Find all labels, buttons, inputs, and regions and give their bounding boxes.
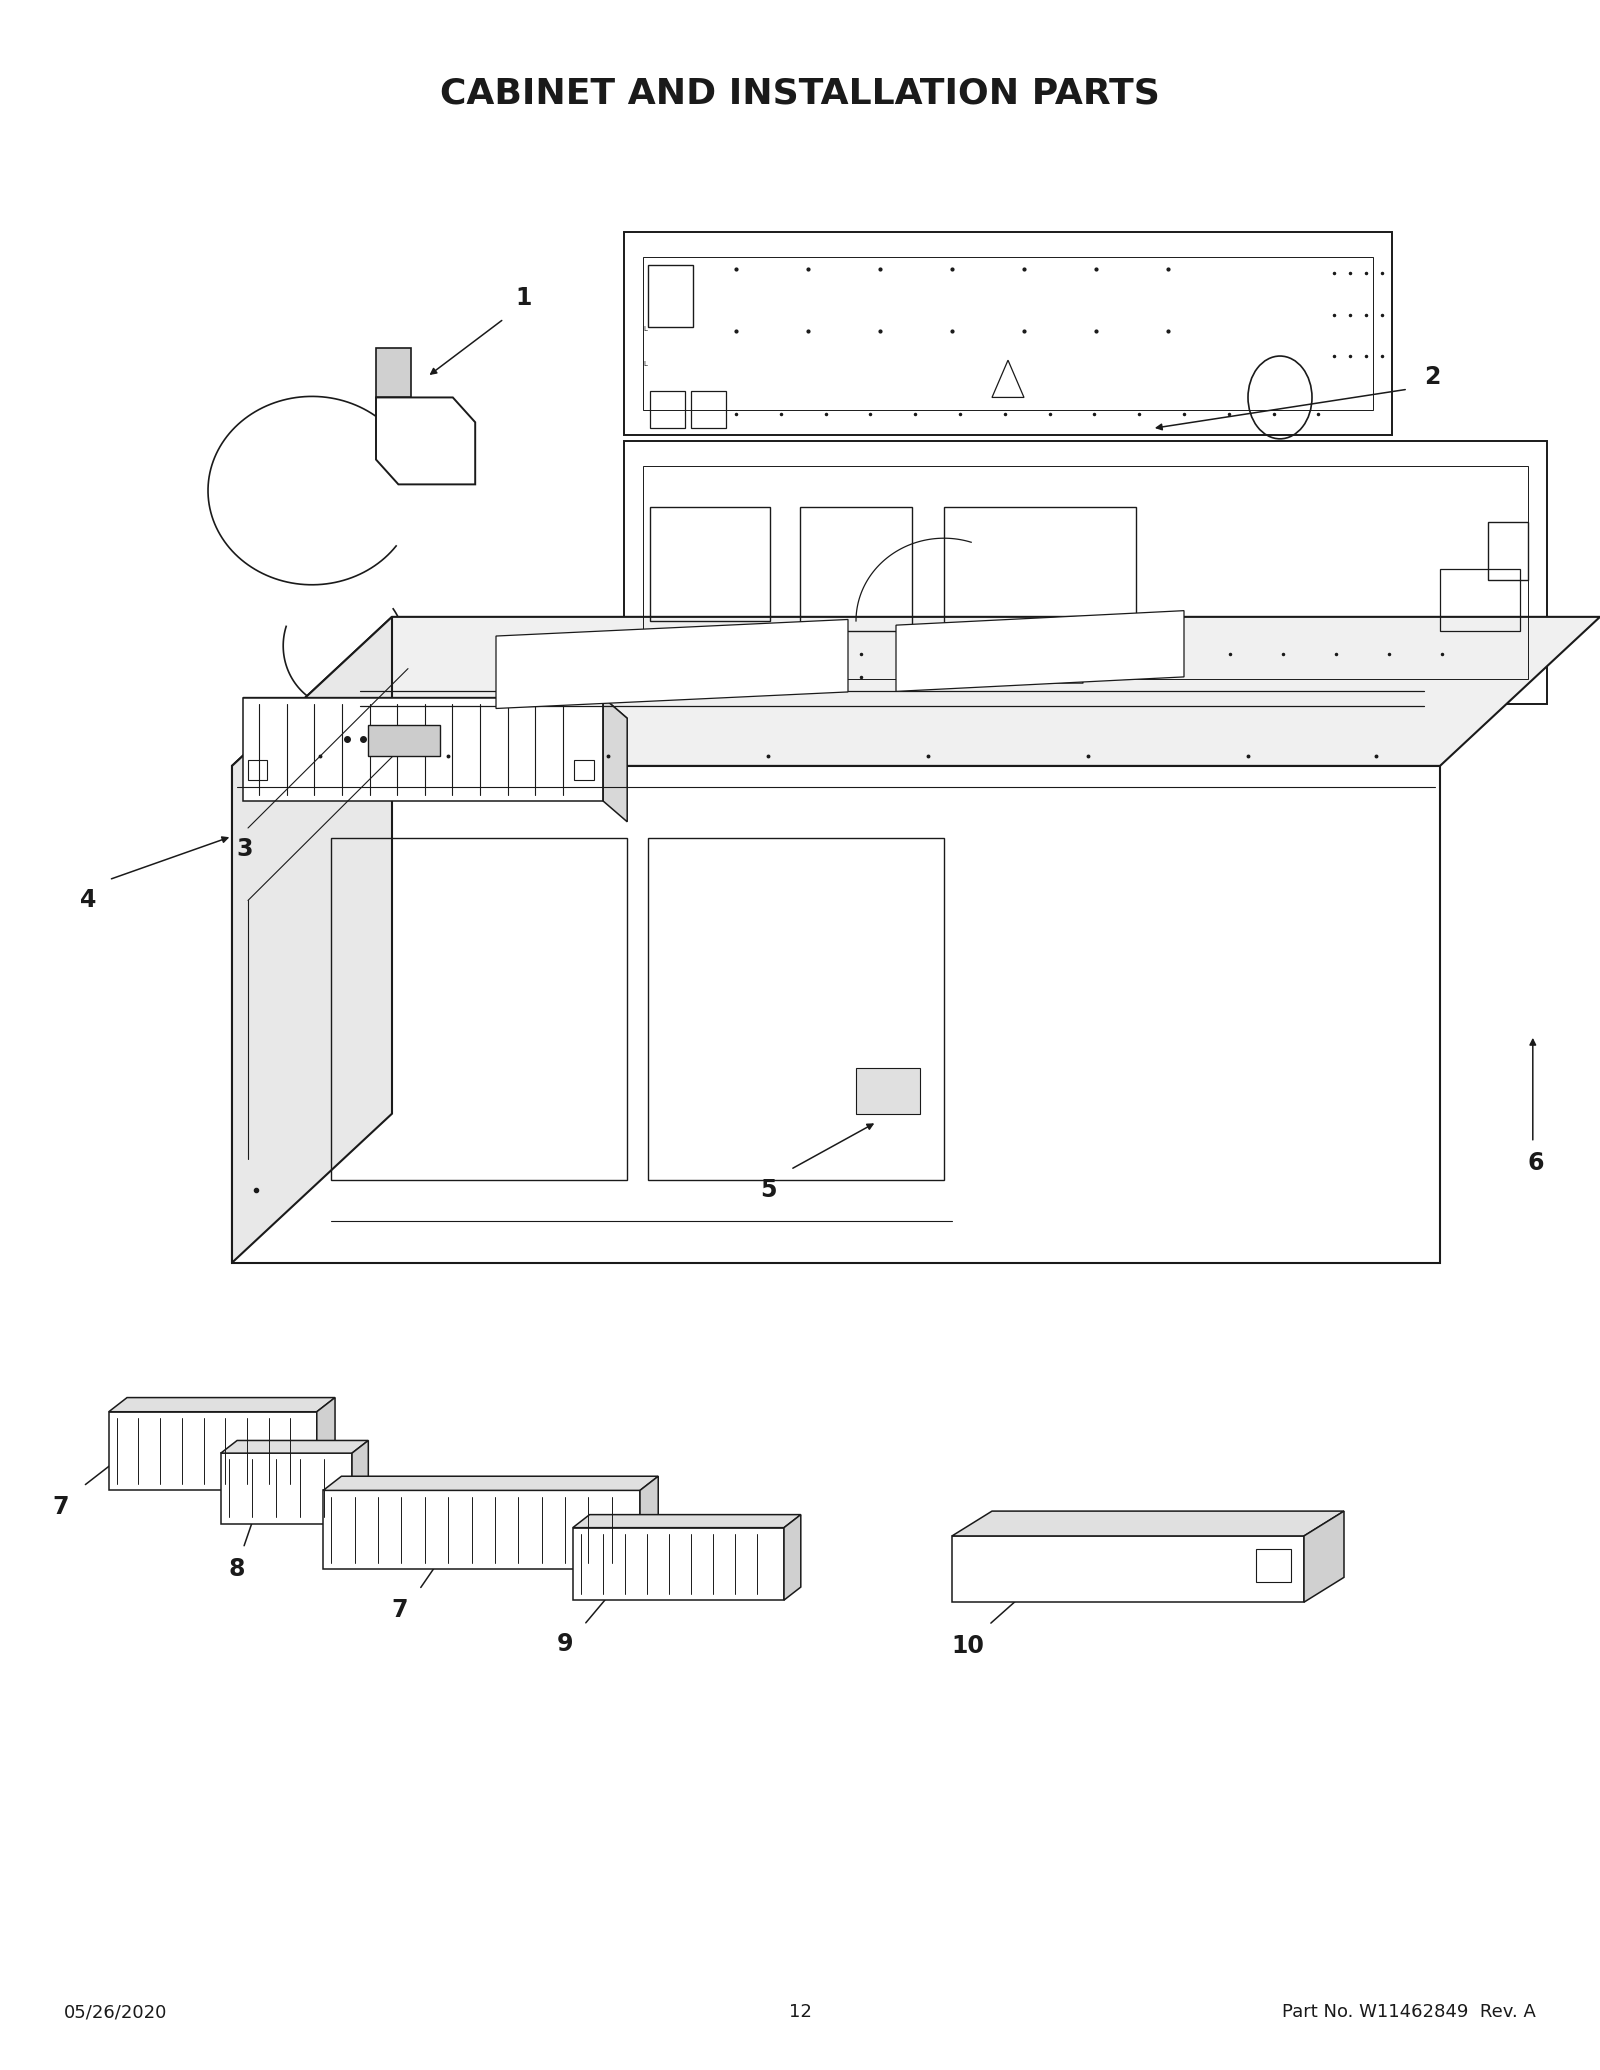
Polygon shape bbox=[243, 698, 603, 801]
Text: L: L bbox=[643, 327, 646, 331]
Polygon shape bbox=[376, 397, 475, 484]
Bar bbox=[800, 507, 912, 631]
Bar bbox=[944, 507, 1136, 631]
Text: 05/26/2020: 05/26/2020 bbox=[64, 2004, 168, 2020]
Text: 3: 3 bbox=[237, 836, 253, 861]
Text: 6: 6 bbox=[1528, 1151, 1544, 1176]
Polygon shape bbox=[640, 1476, 658, 1569]
Bar bbox=[1488, 522, 1528, 580]
Polygon shape bbox=[376, 348, 411, 397]
Polygon shape bbox=[952, 1536, 1304, 1602]
Polygon shape bbox=[323, 1490, 640, 1569]
Polygon shape bbox=[323, 1476, 658, 1490]
Bar bbox=[1256, 1548, 1291, 1581]
Polygon shape bbox=[624, 441, 1547, 704]
Text: 8: 8 bbox=[229, 1557, 245, 1581]
Bar bbox=[650, 507, 770, 621]
Polygon shape bbox=[496, 619, 848, 708]
Text: L: L bbox=[643, 362, 646, 366]
Text: 12: 12 bbox=[789, 2004, 811, 2020]
Polygon shape bbox=[232, 617, 392, 1263]
Text: 9: 9 bbox=[557, 1631, 573, 1656]
Polygon shape bbox=[573, 1528, 784, 1600]
Polygon shape bbox=[109, 1397, 334, 1412]
Polygon shape bbox=[221, 1453, 352, 1524]
Polygon shape bbox=[624, 232, 1392, 435]
Text: 5: 5 bbox=[760, 1178, 776, 1203]
Bar bbox=[574, 760, 594, 780]
Polygon shape bbox=[573, 1515, 800, 1528]
Polygon shape bbox=[232, 766, 1440, 1263]
Polygon shape bbox=[232, 617, 1600, 766]
Text: 2: 2 bbox=[1424, 364, 1440, 389]
Bar bbox=[856, 1068, 920, 1114]
Bar bbox=[691, 391, 726, 428]
Text: 7: 7 bbox=[392, 1598, 408, 1623]
Polygon shape bbox=[952, 1511, 1344, 1536]
Text: Part No. W11462849  Rev. A: Part No. W11462849 Rev. A bbox=[1282, 2004, 1536, 2020]
Text: CABINET AND INSTALLATION PARTS: CABINET AND INSTALLATION PARTS bbox=[440, 77, 1160, 110]
Text: 7: 7 bbox=[53, 1495, 69, 1519]
Bar bbox=[648, 265, 693, 327]
Polygon shape bbox=[368, 724, 440, 756]
Polygon shape bbox=[784, 1515, 800, 1600]
Polygon shape bbox=[896, 611, 1184, 691]
Text: 10: 10 bbox=[952, 1633, 984, 1658]
Polygon shape bbox=[317, 1397, 334, 1490]
Bar bbox=[648, 838, 944, 1180]
Polygon shape bbox=[243, 698, 627, 718]
Bar bbox=[1440, 569, 1520, 631]
Polygon shape bbox=[1304, 1511, 1344, 1602]
Bar bbox=[650, 391, 685, 428]
Polygon shape bbox=[603, 698, 627, 822]
Text: 4: 4 bbox=[80, 888, 96, 913]
Polygon shape bbox=[221, 1441, 368, 1453]
Polygon shape bbox=[352, 1441, 368, 1524]
Bar bbox=[248, 760, 267, 780]
Text: 1: 1 bbox=[515, 286, 531, 310]
Bar bbox=[331, 838, 627, 1180]
Polygon shape bbox=[109, 1412, 317, 1490]
